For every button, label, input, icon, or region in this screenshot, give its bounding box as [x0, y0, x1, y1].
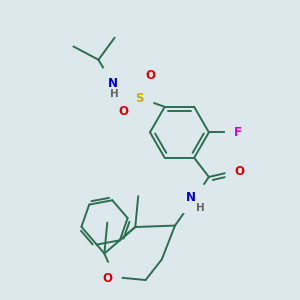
Text: O: O — [118, 105, 128, 118]
Text: N: N — [186, 191, 196, 204]
Text: N: N — [108, 77, 118, 90]
Text: O: O — [145, 69, 155, 82]
Text: H: H — [196, 203, 204, 213]
Text: O: O — [102, 272, 112, 285]
Text: O: O — [235, 165, 245, 178]
Text: S: S — [135, 92, 144, 104]
Text: H: H — [110, 88, 119, 99]
Text: F: F — [234, 126, 242, 139]
